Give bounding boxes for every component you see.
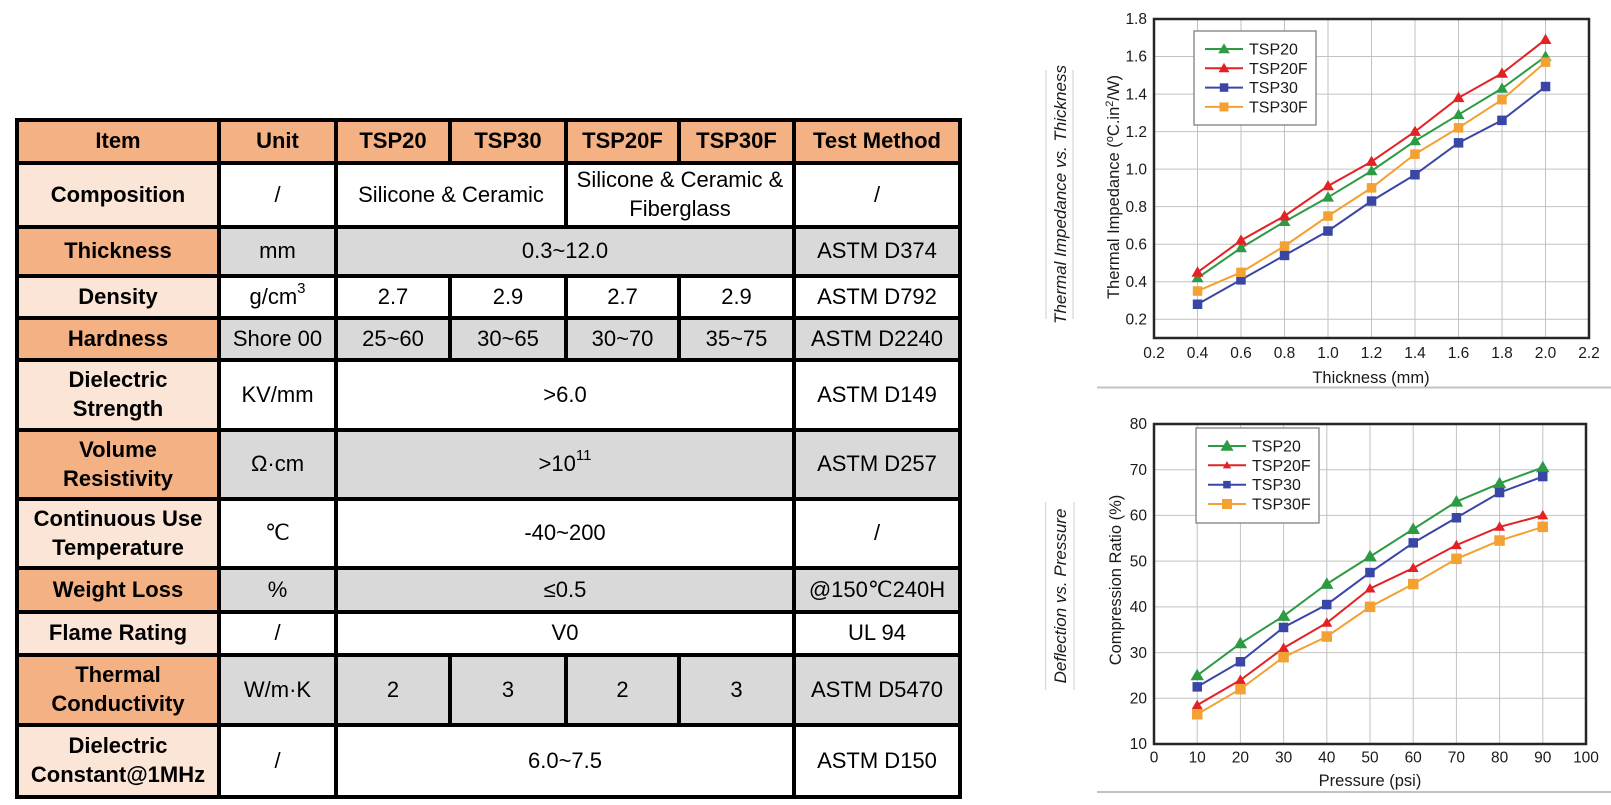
svg-text:50: 50 [1130, 553, 1148, 570]
svg-text:0.2: 0.2 [1125, 311, 1147, 328]
svg-text:0.8: 0.8 [1125, 199, 1147, 216]
svg-text:2.0: 2.0 [1535, 345, 1557, 362]
svg-text:90: 90 [1534, 750, 1552, 767]
svg-text:TSP30: TSP30 [1252, 477, 1301, 494]
svg-text:20: 20 [1130, 691, 1148, 708]
svg-text:TSP20: TSP20 [1249, 42, 1298, 59]
svg-text:70: 70 [1130, 462, 1148, 479]
svg-text:Thickness (mm): Thickness (mm) [1312, 369, 1429, 387]
svg-text:1.6: 1.6 [1125, 49, 1147, 66]
svg-text:0.6: 0.6 [1125, 236, 1147, 253]
svg-text:0: 0 [1150, 750, 1159, 767]
svg-text:TSP30F: TSP30F [1249, 99, 1308, 116]
svg-text:1.6: 1.6 [1448, 345, 1470, 362]
svg-text:1.4: 1.4 [1125, 86, 1147, 103]
svg-text:60: 60 [1405, 750, 1423, 767]
svg-text:40: 40 [1318, 750, 1336, 767]
svg-text:0.8: 0.8 [1274, 345, 1296, 362]
svg-text:Thermal Impedance (oC.in2/W): Thermal Impedance (oC.in2/W) [1104, 75, 1123, 299]
svg-text:TSP20F: TSP20F [1252, 458, 1311, 475]
svg-text:0.4: 0.4 [1187, 345, 1209, 362]
svg-text:1.4: 1.4 [1404, 345, 1426, 362]
svg-text:Thermal Impedance vs. Thicknes: Thermal Impedance vs. Thickness [1051, 65, 1070, 324]
svg-text:Pressure (psi): Pressure (psi) [1319, 772, 1422, 790]
svg-text:50: 50 [1361, 750, 1379, 767]
svg-text:100: 100 [1573, 750, 1599, 767]
svg-text:30: 30 [1130, 645, 1148, 662]
svg-text:40: 40 [1130, 599, 1148, 616]
svg-text:0.2: 0.2 [1143, 345, 1165, 362]
svg-text:TSP30: TSP30 [1249, 80, 1298, 97]
svg-text:60: 60 [1130, 508, 1148, 525]
svg-text:Deflection vs. Pressure: Deflection vs. Pressure [1051, 509, 1070, 684]
svg-text:1.2: 1.2 [1125, 124, 1147, 141]
svg-text:1.8: 1.8 [1125, 11, 1147, 28]
svg-text:20: 20 [1232, 750, 1250, 767]
svg-text:10: 10 [1130, 736, 1148, 753]
svg-text:1.0: 1.0 [1125, 161, 1147, 178]
svg-text:70: 70 [1448, 750, 1466, 767]
svg-text:TSP20: TSP20 [1252, 439, 1301, 456]
svg-text:TSP30F: TSP30F [1252, 497, 1311, 514]
svg-text:80: 80 [1130, 416, 1148, 433]
svg-text:1.2: 1.2 [1361, 345, 1383, 362]
svg-text:1.0: 1.0 [1317, 345, 1339, 362]
svg-text:30: 30 [1275, 750, 1293, 767]
svg-text:1.8: 1.8 [1491, 345, 1513, 362]
svg-text:0.4: 0.4 [1125, 274, 1147, 291]
svg-text:80: 80 [1491, 750, 1509, 767]
svg-text:TSP20F: TSP20F [1249, 61, 1308, 78]
svg-text:10: 10 [1189, 750, 1207, 767]
svg-text:0.6: 0.6 [1230, 345, 1252, 362]
svg-text:2.2: 2.2 [1578, 345, 1600, 362]
svg-text:Compression Ratio (%): Compression Ratio (%) [1107, 495, 1125, 666]
